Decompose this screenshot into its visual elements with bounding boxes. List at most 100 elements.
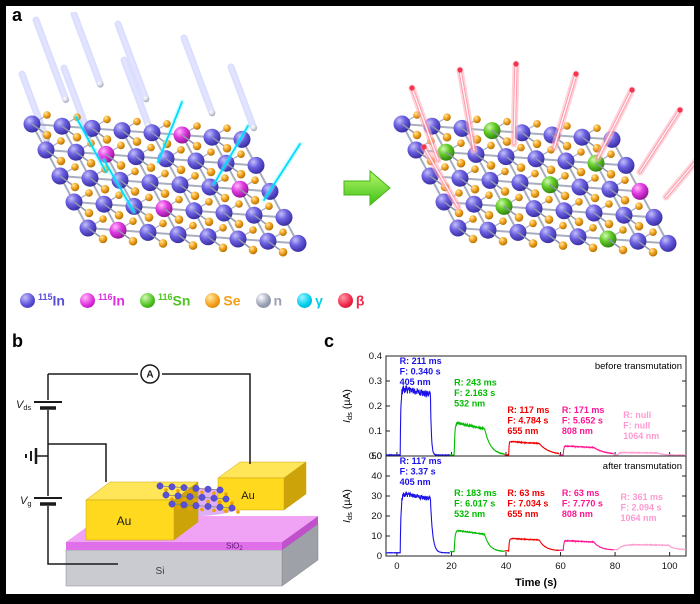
- legend-label: n: [273, 292, 283, 309]
- panel-b-label: b: [12, 331, 23, 351]
- y-tick-label: 0.0: [369, 451, 382, 462]
- in115-atom: [509, 223, 527, 241]
- series-1064nm: [613, 543, 687, 551]
- series-1064nm: [613, 450, 687, 457]
- se-atom: [221, 174, 229, 182]
- photoresponse-charts: 0.0 0.1 0.2 0.3 0.4 Ids (µA) before transmutat…: [341, 351, 687, 589]
- se-atom: [248, 245, 258, 255]
- se-atom: [591, 174, 599, 182]
- gamma-icon: [297, 292, 313, 308]
- annotation-532nm: R: 243 ms F: 2.163 s 532 nm: [454, 377, 497, 408]
- x-tick-label: 40: [501, 561, 512, 572]
- se-atom: [533, 120, 541, 128]
- transmutation-arrow-icon: [343, 169, 391, 207]
- se-atom: [237, 150, 245, 158]
- se-atom: [588, 243, 598, 253]
- se-atom: [235, 200, 243, 208]
- ammeter-icon: [140, 364, 160, 384]
- y-tick-label: 10: [371, 531, 382, 542]
- se-atom: [577, 148, 585, 156]
- annotation-808nm: R: 63 ms F: 7.770 s 808 nm: [562, 488, 603, 519]
- in115-atom: [617, 156, 635, 174]
- se-atom: [205, 198, 213, 206]
- se-atom: [206, 167, 216, 177]
- series-655nm: [504, 537, 560, 553]
- beta-head: [629, 87, 635, 93]
- annotation-1064nm: R: null F: null 1064 nm: [623, 410, 659, 441]
- y-axis-title: Ids (µA): [341, 389, 354, 423]
- se-atom: [498, 236, 508, 246]
- legend-item-Se: Se: [205, 292, 241, 309]
- beta-head: [421, 144, 427, 150]
- se-atom: [500, 187, 510, 196]
- se-atom: [503, 117, 511, 126]
- se-atom: [204, 217, 214, 227]
- se-atom: [473, 115, 481, 124]
- se-atom: [223, 124, 231, 132]
- y-tick-label: 40: [371, 471, 382, 482]
- x-axis-title: Time (s): [515, 577, 557, 589]
- legend-label: 116Sn: [157, 292, 191, 309]
- se-atom: [190, 191, 200, 201]
- se-atom: [72, 132, 82, 142]
- legend-label: β: [355, 292, 365, 309]
- substrate-label: Si: [156, 566, 165, 577]
- se-atom: [85, 189, 93, 197]
- legend-item-116In: 116In: [79, 292, 125, 309]
- y-tick-label: 0.3: [369, 376, 382, 387]
- legend-item-116Sn: 116Sn: [139, 292, 191, 309]
- se-atom: [531, 169, 539, 178]
- se-atom: [191, 172, 199, 180]
- legend-item-115In: 115In: [20, 292, 65, 309]
- neutron-head: [142, 95, 150, 103]
- se-atom: [250, 195, 260, 205]
- se-atom: [115, 191, 123, 199]
- se-atom: [207, 148, 215, 156]
- legend-item-neutron: n: [255, 292, 283, 309]
- se-atom: [528, 239, 538, 248]
- beta-head: [677, 107, 683, 113]
- se-atom: [251, 176, 259, 184]
- series-808nm: [559, 539, 614, 552]
- se-atom: [560, 191, 570, 201]
- beta-icon: [337, 292, 353, 308]
- neutron-icon: [255, 292, 271, 308]
- vds-label: Vds: [16, 399, 32, 412]
- se-atom: [99, 215, 107, 223]
- lattice-after: [393, 111, 677, 257]
- beta-trails: [408, 60, 694, 211]
- se-atom: [57, 137, 65, 145]
- se-atom: [468, 234, 478, 244]
- se-atom: [177, 146, 185, 154]
- se-atom: [529, 219, 537, 228]
- beta-head: [513, 61, 519, 67]
- se-atom: [188, 241, 198, 250]
- se-atom: [98, 234, 108, 244]
- vg-source: [34, 497, 62, 506]
- y-tick-label: 0.2: [369, 401, 382, 412]
- se-atom: [56, 156, 66, 166]
- legend-item-beta: β: [337, 292, 365, 309]
- substrate-front: [65, 549, 283, 587]
- panel-c-label: c: [324, 331, 335, 351]
- se-atom: [561, 172, 569, 180]
- se-atom: [159, 219, 167, 228]
- chart-title: after transmutation: [603, 461, 682, 472]
- annotation-808nm: R: 171 ms F: 5.652 s 808 nm: [562, 405, 605, 436]
- lattice-before: [23, 111, 307, 257]
- transmutation-illustration: [18, 12, 694, 257]
- se-atom: [634, 221, 644, 231]
- se-atom: [563, 122, 571, 130]
- se-atom: [443, 113, 451, 121]
- in115-atom: [289, 234, 307, 252]
- se-atom: [620, 195, 630, 205]
- se-atom: [486, 161, 496, 170]
- se-atom: [649, 228, 657, 236]
- se-atom: [278, 247, 288, 257]
- panel-a-label: a: [12, 6, 23, 25]
- circuit-wiring: [36, 373, 251, 565]
- se-atom: [589, 224, 597, 232]
- se-atom: [470, 184, 480, 194]
- se-atom: [471, 165, 479, 173]
- se-atom: [71, 163, 79, 171]
